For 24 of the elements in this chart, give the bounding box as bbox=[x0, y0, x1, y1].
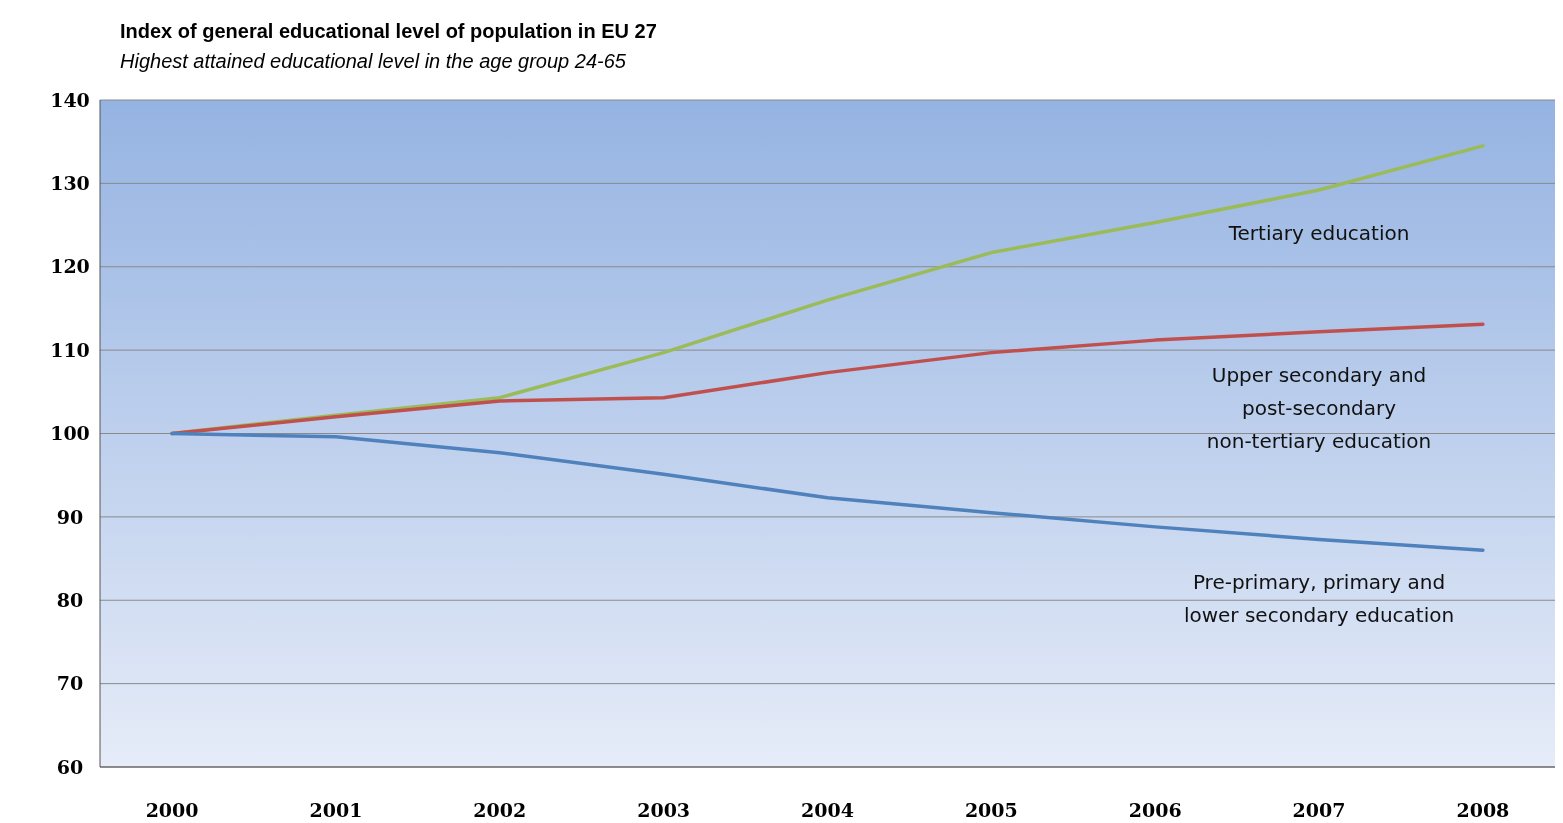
y-tick-label: 80 bbox=[56, 588, 84, 611]
series-label: Pre-primary, primary and lower secondary education bbox=[1183, 570, 1455, 628]
series-label: Tertiary education bbox=[1227, 221, 1410, 246]
x-tick-label: 2001 bbox=[309, 799, 363, 821]
y-tick-label: 60 bbox=[56, 755, 84, 778]
y-tick-label: 70 bbox=[56, 672, 84, 695]
chart-subtitle: Highest attained educational level in the age group 24-65 bbox=[120, 50, 627, 72]
series-label: Upper secondary and post-secondary non-tertiary education bbox=[1206, 362, 1432, 453]
line-series bbox=[170, 431, 1485, 552]
y-tick-label: 130 bbox=[50, 172, 90, 195]
chart-title: Index of general educational level of population in EU 27 bbox=[120, 20, 657, 42]
y-tick-label: 110 bbox=[50, 338, 90, 361]
y-tick-label: 100 bbox=[50, 422, 90, 445]
x-tick-label: 2006 bbox=[1128, 799, 1182, 821]
y-tick-label: 120 bbox=[50, 255, 90, 278]
x-tick-label: 2000 bbox=[145, 799, 199, 821]
x-tick-label: 2007 bbox=[1292, 799, 1346, 821]
y-tick-label: 90 bbox=[56, 505, 84, 528]
x-tick-label: 2008 bbox=[1456, 799, 1510, 821]
x-tick-label: 2004 bbox=[801, 799, 854, 821]
x-tick-label: 2002 bbox=[473, 799, 527, 821]
x-tick-label: 2003 bbox=[637, 799, 691, 821]
x-tick-label: 2005 bbox=[964, 799, 1018, 821]
y-tick-label: 140 bbox=[50, 88, 90, 111]
